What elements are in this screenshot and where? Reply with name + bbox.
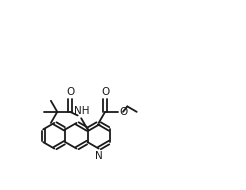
- Text: O: O: [120, 107, 128, 117]
- Text: N: N: [95, 151, 103, 161]
- Text: NH: NH: [74, 106, 90, 116]
- Text: O: O: [66, 87, 74, 97]
- Text: O: O: [101, 87, 109, 97]
